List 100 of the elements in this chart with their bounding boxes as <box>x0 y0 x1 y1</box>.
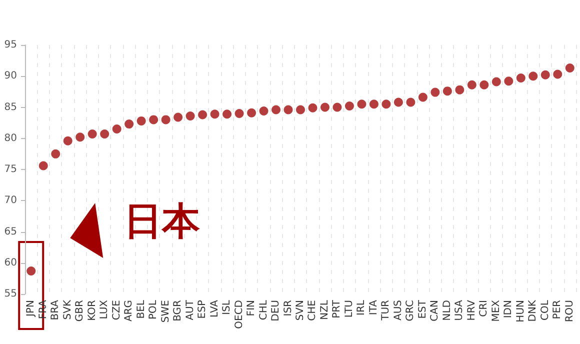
x-tick-label: LTU <box>344 300 355 318</box>
point <box>344 102 354 110</box>
x-tick-label: BRA <box>50 300 62 320</box>
point <box>394 98 403 107</box>
point <box>186 111 195 120</box>
point <box>149 115 158 124</box>
x-tick-label: POL <box>148 300 160 320</box>
x-tick-label: BEL <box>136 300 147 319</box>
x-tick-label: IRL <box>356 300 368 316</box>
point <box>112 124 122 134</box>
point <box>430 88 440 97</box>
point <box>63 136 72 146</box>
x-tick-label: MEX <box>490 300 502 322</box>
x-tick-label: ARG <box>124 300 135 322</box>
point <box>51 149 60 158</box>
y-tick-label: 95 <box>4 40 17 50</box>
x-tick-label: NLD <box>442 300 453 321</box>
point <box>247 108 256 118</box>
x-tick-label: EST <box>417 299 428 319</box>
point <box>480 80 489 90</box>
point <box>528 72 538 81</box>
x-tick-label: ISR <box>282 300 294 316</box>
x-tick-label: ITA <box>368 300 380 316</box>
point <box>320 102 330 112</box>
x-tick-label: LVA <box>209 300 220 318</box>
y-tick-label: 85 <box>4 102 17 113</box>
x-tick-label: HUN <box>515 300 526 322</box>
x-tick-label: SVK <box>62 300 74 320</box>
x-tick-label: SWE <box>160 300 172 323</box>
point <box>332 102 342 112</box>
x-tick-label: CRI <box>478 300 490 317</box>
point <box>553 70 562 79</box>
x-tick-label: HRV <box>466 300 478 321</box>
point <box>198 110 208 120</box>
point <box>357 100 366 109</box>
point <box>382 100 391 109</box>
point <box>88 130 97 139</box>
point <box>467 80 476 90</box>
point <box>222 110 232 119</box>
point <box>504 76 514 86</box>
point <box>26 266 36 276</box>
y-tick-label: 80 <box>4 132 17 144</box>
point <box>418 92 428 102</box>
x-tick-label: ISL <box>222 300 233 315</box>
x-tick-label: CZE <box>111 300 122 320</box>
point <box>210 110 220 119</box>
x-tick-label: CHL <box>258 300 270 320</box>
point <box>369 100 378 109</box>
x-tick-label: CAN <box>430 300 441 322</box>
x-tick-label: CHE <box>307 300 318 321</box>
point <box>308 103 318 112</box>
point <box>540 70 550 80</box>
x-tick-label: AUT <box>184 299 196 320</box>
x-tick-label: TUR <box>380 300 392 322</box>
point <box>136 116 146 126</box>
point <box>442 86 452 96</box>
x-tick-label: ESP <box>197 300 208 319</box>
x-tick-label: FRA <box>38 300 49 320</box>
point <box>455 85 464 94</box>
y-tick-label: 90 <box>4 70 17 82</box>
point <box>161 115 170 124</box>
point <box>284 105 293 114</box>
x-tick-label: IDN <box>503 300 514 318</box>
point <box>296 105 305 114</box>
x-tick-label: SVN <box>295 300 306 321</box>
point <box>272 105 281 114</box>
x-tick-label: USA <box>454 300 466 321</box>
point <box>492 77 501 86</box>
point <box>516 73 526 82</box>
x-tick-label: COL <box>540 300 551 320</box>
x-tick-label: GRC <box>405 300 416 322</box>
point <box>234 108 244 118</box>
point <box>406 98 416 107</box>
x-tick-label: KOR <box>86 300 98 321</box>
x-tick-label: AUS <box>392 300 404 321</box>
x-tick-label: LUX <box>99 300 110 320</box>
x-tick-label: PER <box>552 300 564 320</box>
x-tick-label: BGR <box>172 300 184 322</box>
point <box>259 106 268 116</box>
point <box>100 130 110 139</box>
x-tick-label: FIN <box>246 300 258 316</box>
x-tick-label: PRT <box>332 299 343 318</box>
x-tick-label: DNK <box>528 300 539 322</box>
x-tick-label: GBR <box>74 300 86 322</box>
point <box>38 161 48 170</box>
x-tick-label: JPN <box>26 300 37 318</box>
point <box>124 120 134 129</box>
x-tick-label: NZL <box>319 300 330 320</box>
y-tick-label: 65 <box>4 226 17 238</box>
point <box>174 112 183 122</box>
point <box>565 64 574 73</box>
x-tick-label: DEU <box>270 300 282 322</box>
x-tick-label: OECD <box>234 300 245 329</box>
x-tick-label: ROU <box>564 300 576 322</box>
y-tick-label: 60 <box>4 257 17 268</box>
y-tick-label: 70 <box>4 195 17 206</box>
point <box>76 132 85 142</box>
annotation: 日本 <box>124 198 200 243</box>
y-tick-label: 75 <box>4 164 17 175</box>
y-tick-label: 55 <box>4 288 17 300</box>
